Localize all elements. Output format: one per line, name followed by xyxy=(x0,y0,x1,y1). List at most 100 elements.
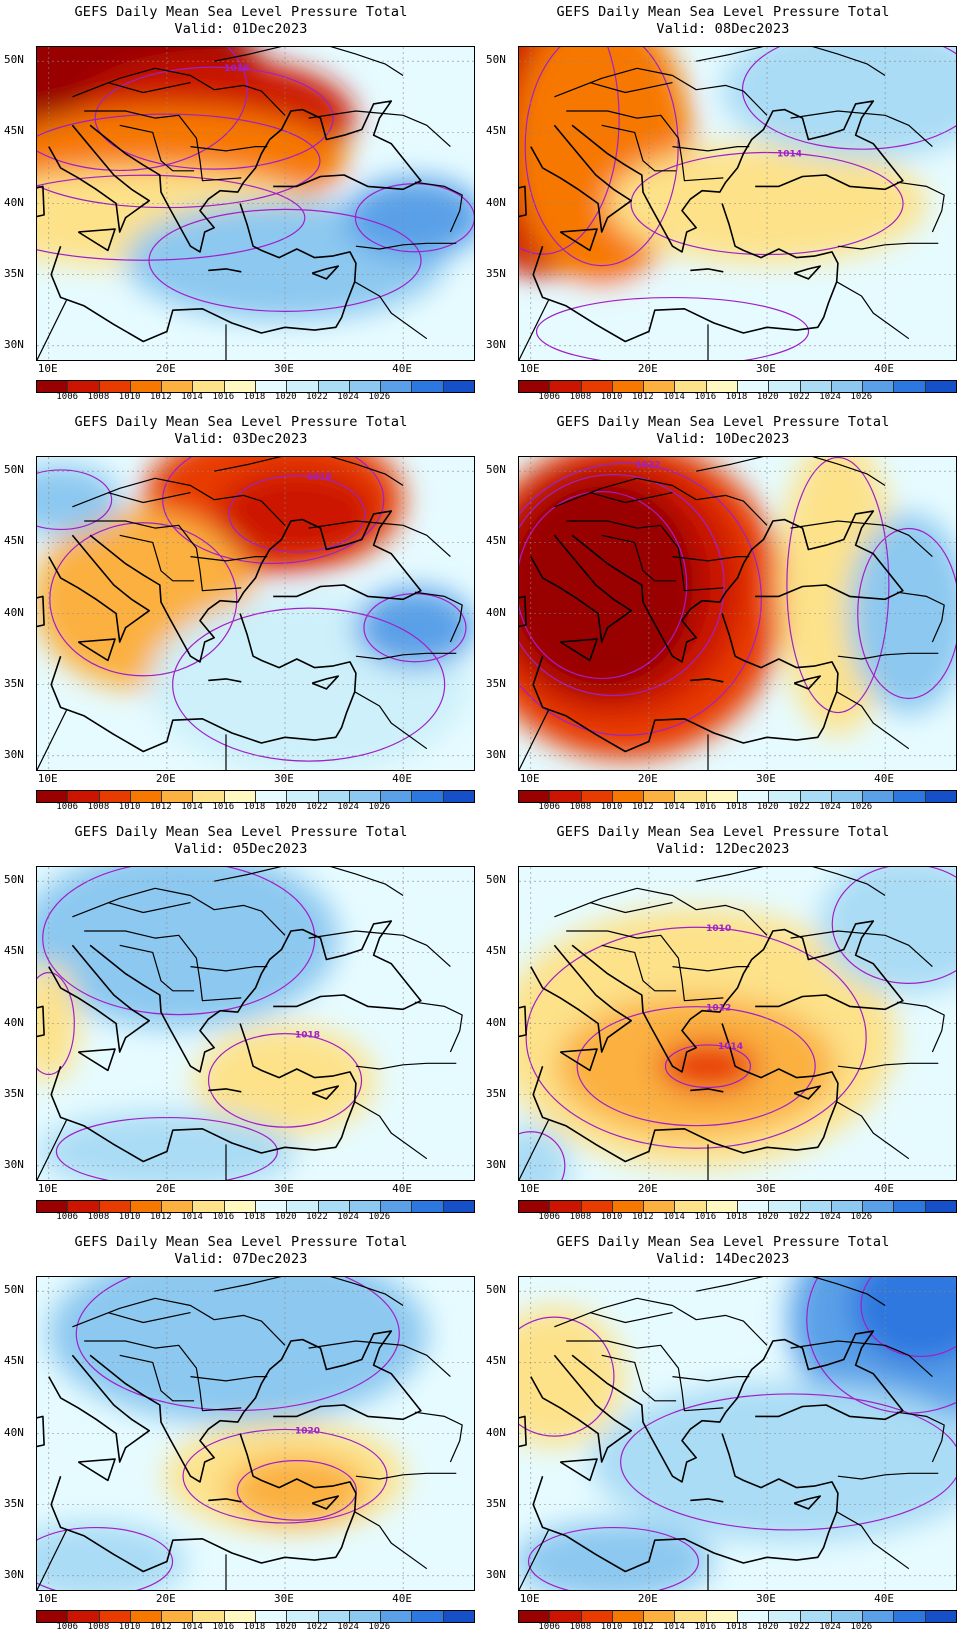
country-border xyxy=(696,47,886,77)
isobar-line xyxy=(75,1277,400,1411)
colorbar-tick-label: 1010 xyxy=(600,802,623,812)
colorbar-swatch xyxy=(255,1201,288,1212)
colorbar-swatch xyxy=(224,791,256,802)
colorbar-tick-label: 1010 xyxy=(118,392,141,402)
longitude-label: 30E xyxy=(756,1592,776,1605)
colorbar-swatch xyxy=(550,791,582,802)
colorbar-swatch xyxy=(37,1611,69,1622)
colorbar-swatch xyxy=(800,791,832,802)
colorbar-tick-label: 1026 xyxy=(368,802,391,812)
colorbar-swatch xyxy=(68,1611,100,1622)
colorbar-swatch xyxy=(706,791,738,802)
longitude-label: 20E xyxy=(155,772,176,785)
latitude-label: 35N xyxy=(4,1086,24,1100)
latitude-label: 50N xyxy=(4,1283,24,1297)
coastline xyxy=(519,1005,527,1038)
colorbar-swatch xyxy=(925,791,956,802)
pressure-field xyxy=(519,475,702,696)
latitude-label: 45N xyxy=(486,534,506,548)
colorbar-swatch xyxy=(706,381,738,392)
colorbar-tick-label: 1018 xyxy=(243,392,266,402)
coastline xyxy=(559,1048,598,1072)
pressure-field xyxy=(37,1111,297,1180)
latitude-label: 30N xyxy=(4,1567,24,1581)
coastline xyxy=(725,920,904,1011)
country-border xyxy=(672,145,750,152)
coastline xyxy=(532,1433,839,1573)
colorbar-tick-label: 1024 xyxy=(819,1622,841,1632)
colorbar-swatch xyxy=(349,1201,382,1212)
panel-valid-date: Valid: 08Dec2023 xyxy=(656,21,790,37)
country-border xyxy=(84,1340,242,1412)
colorbar-tick-label: 1016 xyxy=(694,1622,717,1632)
country-border xyxy=(837,1062,939,1070)
colorbar-swatch xyxy=(581,791,613,802)
colorbar-tick-label: 1010 xyxy=(118,802,141,812)
colorbar-swatch xyxy=(831,1611,864,1622)
colorbar-tick-label: 1016 xyxy=(212,392,235,402)
longitude-label: 10E xyxy=(37,1182,58,1195)
panel-valid-date: Valid: 07Dec2023 xyxy=(174,1251,308,1267)
colorbar-tick-label: 1008 xyxy=(87,392,110,402)
colorbar-swatch xyxy=(37,381,69,392)
coastline xyxy=(530,124,632,233)
coastline xyxy=(690,1498,724,1503)
country-border xyxy=(790,930,933,968)
pressure-map: 1020 xyxy=(518,1276,957,1591)
isobar-line xyxy=(228,475,366,553)
colorbar-tick-label: 1024 xyxy=(337,392,359,402)
colorbar-labels: 1006 1008 1010 1012 1014 1016 1018 1020 1022 1024… xyxy=(36,392,473,404)
coastline xyxy=(532,1023,839,1163)
colorbar-tick-label: 1024 xyxy=(819,1212,841,1222)
panel-valid-date: Valid: 12Dec2023 xyxy=(656,841,790,857)
colorbar-swatch xyxy=(349,791,382,802)
coastline xyxy=(48,124,150,233)
colorbar-swatch xyxy=(612,1611,645,1622)
colorbar-tick-label: 1006 xyxy=(56,1622,79,1632)
pressure-map: 101810141014 xyxy=(518,46,957,361)
longitude-label: 10E xyxy=(519,362,540,375)
latitude-label: 50N xyxy=(4,873,24,887)
coastline xyxy=(243,100,422,191)
country-border xyxy=(414,1001,463,1053)
country-border xyxy=(836,281,910,340)
colorbar-tick-label: 1012 xyxy=(632,802,654,812)
coastline xyxy=(725,1330,904,1421)
longitude-label: 40E xyxy=(874,1592,894,1605)
colorbar-labels: 1006 1008 1010 1012 1014 1016 1018 1020 1022 1024… xyxy=(36,1212,473,1224)
colorbar-swatch xyxy=(193,791,225,802)
country-border xyxy=(566,1340,724,1412)
colorbar-tick-label: 1010 xyxy=(600,1212,623,1222)
colorbar-swatch xyxy=(318,381,350,392)
country-border xyxy=(355,652,457,660)
colorbar-tick-label: 1006 xyxy=(56,392,79,402)
country-border xyxy=(190,965,268,972)
colorbar-swatch xyxy=(412,791,444,802)
longitude-label: 30E xyxy=(274,362,294,375)
colorbar-swatch xyxy=(349,381,382,392)
country-border xyxy=(354,691,428,750)
colorbar-swatch xyxy=(443,1201,474,1212)
colorbar-swatch xyxy=(99,1611,131,1622)
colorbar-swatch xyxy=(581,1611,613,1622)
country-border xyxy=(896,1411,945,1463)
latitude-label: 40N xyxy=(486,1015,506,1029)
country-border xyxy=(566,520,724,592)
longitude-label: 10E xyxy=(37,1592,58,1605)
pressure-field xyxy=(519,1125,571,1180)
country-border xyxy=(37,299,68,360)
colorbar-tick-label: 1026 xyxy=(368,1622,391,1632)
colorbar-tick-label: 1006 xyxy=(56,802,79,812)
colorbar-swatch xyxy=(769,1201,801,1212)
colorbar-tick-label: 1022 xyxy=(306,1212,328,1222)
country-border xyxy=(308,520,451,558)
colorbar-swatch xyxy=(443,1611,474,1622)
country-border xyxy=(836,691,910,750)
colorbar-tick-label: 1008 xyxy=(87,1212,110,1222)
colorbar-swatch xyxy=(519,381,551,392)
longitude-label: 30E xyxy=(756,1182,776,1195)
pressure-field xyxy=(848,513,956,714)
country-border xyxy=(696,1277,886,1307)
pressure-field xyxy=(850,1277,956,1366)
map-panel: GEFS Daily Mean Sea Level Pressure Total… xyxy=(0,410,482,820)
